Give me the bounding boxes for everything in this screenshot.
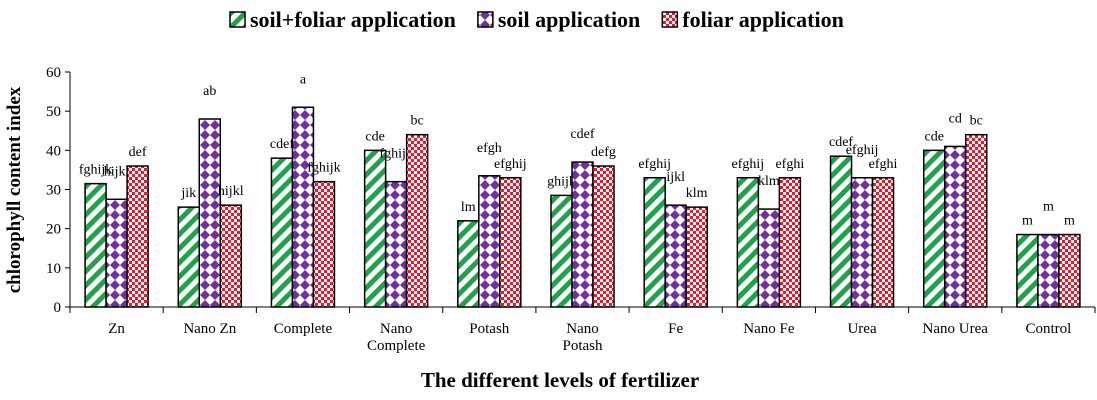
- annotation: efgh: [477, 141, 502, 156]
- annotation: ghijk: [547, 174, 576, 189]
- annotation: cde: [925, 129, 944, 144]
- annotation: efghi: [869, 157, 898, 172]
- legend-swatch: [661, 11, 679, 28]
- x-tick-label: Control: [1025, 321, 1072, 337]
- annotation: efghij: [638, 157, 671, 172]
- annotation: efghij: [732, 157, 765, 172]
- bar: [571, 161, 594, 308]
- y-tick-label: 10: [46, 261, 61, 277]
- annotation: a: [300, 72, 307, 87]
- annotation: efghij: [494, 157, 527, 172]
- x-tick-label: Complete: [273, 321, 333, 337]
- annotation: fghijk: [379, 147, 412, 162]
- annotation: m: [1043, 200, 1054, 215]
- bar: [219, 204, 243, 308]
- y-tick-label: 30: [46, 183, 61, 199]
- bar: [685, 206, 708, 308]
- annotation: klm: [686, 186, 708, 201]
- bar: [736, 177, 760, 308]
- bar: [105, 198, 128, 308]
- bar: [405, 133, 429, 308]
- annotation: cdef: [570, 127, 594, 142]
- annotation: lm: [461, 200, 476, 215]
- bar: [478, 175, 501, 308]
- bar: [757, 208, 781, 308]
- annotation: efghij: [846, 143, 879, 158]
- legend-label: soil application: [498, 7, 640, 32]
- legend-swatch: [229, 11, 246, 28]
- bar: [922, 149, 946, 308]
- x-tick-label: Potash: [469, 321, 510, 337]
- bar: [550, 194, 573, 308]
- bar: [1016, 233, 1039, 308]
- legend-swatch: [477, 11, 494, 28]
- x-tick-label: Urea: [847, 321, 877, 337]
- bar: [312, 180, 336, 308]
- bar: [643, 177, 666, 308]
- y-tick-label: 40: [46, 143, 61, 159]
- x-tick-label: Nano Urea: [922, 321, 988, 337]
- annotation: cd: [949, 111, 962, 126]
- annotation: fghijk: [307, 161, 340, 176]
- bar: [1058, 233, 1081, 308]
- annotation: m: [1022, 214, 1033, 229]
- annotation: efghi: [775, 157, 804, 172]
- bar: [664, 204, 687, 308]
- annotation: jik: [180, 186, 196, 201]
- x-tick-label: Nano Complete: [366, 321, 426, 354]
- bar: [850, 177, 874, 308]
- y-tick-label: 20: [46, 222, 61, 238]
- y-tick-label: 60: [46, 65, 61, 81]
- annotation: ab: [203, 84, 216, 99]
- annotation: hijkl: [218, 184, 244, 199]
- x-tick-label: Nano Fe: [743, 321, 795, 337]
- annotation: fghijk: [79, 163, 112, 178]
- bar: [778, 177, 802, 308]
- x-axis-label: The different levels of fertilizer: [421, 368, 699, 392]
- bar: [829, 155, 853, 308]
- annotation: hijkl: [104, 164, 130, 179]
- y-axis-label: chlorophyll content index: [4, 86, 25, 293]
- annotation: ijkl: [666, 170, 685, 185]
- y-tick-label: 0: [54, 300, 62, 316]
- bar: [291, 106, 315, 308]
- x-tick-label: Zn: [108, 321, 125, 337]
- bar: [964, 133, 988, 308]
- annotation: klm: [758, 174, 780, 189]
- annotation: cdef: [270, 137, 294, 152]
- bar: [198, 118, 222, 308]
- annotation: bc: [411, 114, 424, 129]
- annotation: bc: [970, 114, 983, 129]
- bar: [592, 165, 615, 308]
- bar: [84, 182, 107, 308]
- legend-label: soil+foliar application: [250, 7, 456, 32]
- annotation: def: [129, 145, 147, 160]
- bar: [943, 145, 967, 308]
- bar: [363, 149, 387, 308]
- y-tick-label: 50: [46, 104, 61, 120]
- x-tick-label: Fe: [668, 321, 684, 337]
- bar: [384, 180, 408, 308]
- annotation: cdef: [829, 135, 853, 150]
- bar: [177, 206, 201, 308]
- x-tick-label: Nano Zn: [183, 321, 237, 337]
- annotation: cde: [365, 129, 384, 144]
- bar: [457, 220, 480, 308]
- bar: [871, 177, 895, 308]
- annotation: defg: [591, 145, 616, 160]
- bar: [499, 177, 522, 308]
- annotation: m: [1064, 214, 1075, 229]
- bar: [1037, 233, 1060, 308]
- bar: [126, 165, 149, 308]
- legend-label: foliar application: [682, 7, 844, 32]
- x-tick-label: Nano Potash: [562, 321, 603, 354]
- bar: [270, 157, 294, 308]
